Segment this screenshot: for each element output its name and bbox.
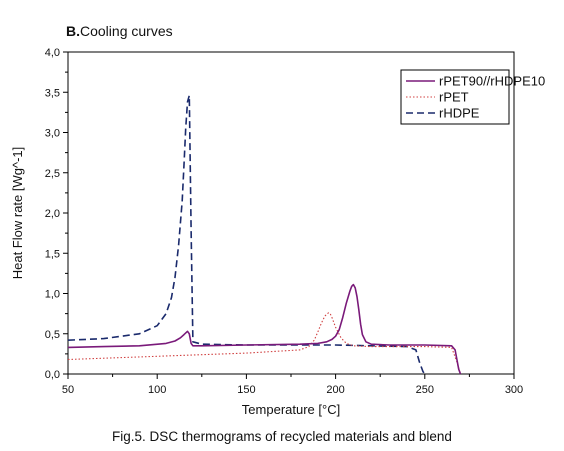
y-tick-label: 0,5 [45, 329, 60, 341]
series-line-rpet90-rhdpe10 [67, 283, 462, 375]
x-tick-label: 100 [148, 384, 166, 396]
legend-box [400, 69, 510, 125]
series-line-rhdpe [67, 94, 426, 375]
plot-area: 50 100 150 200 250 300 0,0 0,5 1,0 1,5 2,0 2,5 3,0 3… [45, 47, 523, 396]
legend-label: rPET [439, 90, 469, 105]
y-tick-label: 4,0 [45, 47, 60, 59]
y-tick-label: 1,5 [45, 248, 60, 260]
x-tick-label: 300 [505, 384, 523, 396]
x-axis-label: Temperature [°C] [242, 402, 340, 417]
chart-title: B.Cooling curves [66, 23, 173, 39]
y-tick-label: 1,0 [45, 289, 60, 301]
y-axis-label: Heat Flow rate [Wg^-1] [10, 147, 25, 280]
figure-caption: Fig.5. DSC thermograms of recycled mater… [112, 429, 452, 444]
y-tick-label: 0,0 [45, 369, 60, 381]
y-tick-label: 2,5 [45, 168, 60, 180]
legend-label: rPET90//rHDPE10 [439, 74, 545, 89]
series-line-rpet [67, 312, 462, 375]
y-tick-label: 3,5 [45, 87, 60, 99]
x-tick-label: 200 [326, 384, 344, 396]
y-axis-ticks: 0,0 0,5 1,0 1,5 2,0 2,5 3,0 3,5 4,0 [45, 47, 68, 381]
x-tick-label: 150 [237, 384, 255, 396]
x-tick-label: 250 [416, 384, 434, 396]
chart-title-prefix: B. [66, 23, 80, 39]
chart-title-text: Cooling curves [80, 23, 173, 39]
x-tick-label: 50 [62, 384, 74, 396]
x-axis-ticks: 50 100 150 200 250 300 [62, 374, 523, 396]
legend-label: rHDPE [439, 106, 480, 121]
y-tick-label: 3,0 [45, 128, 60, 140]
y-tick-label: 2,0 [45, 208, 60, 220]
series-lines [67, 94, 462, 375]
